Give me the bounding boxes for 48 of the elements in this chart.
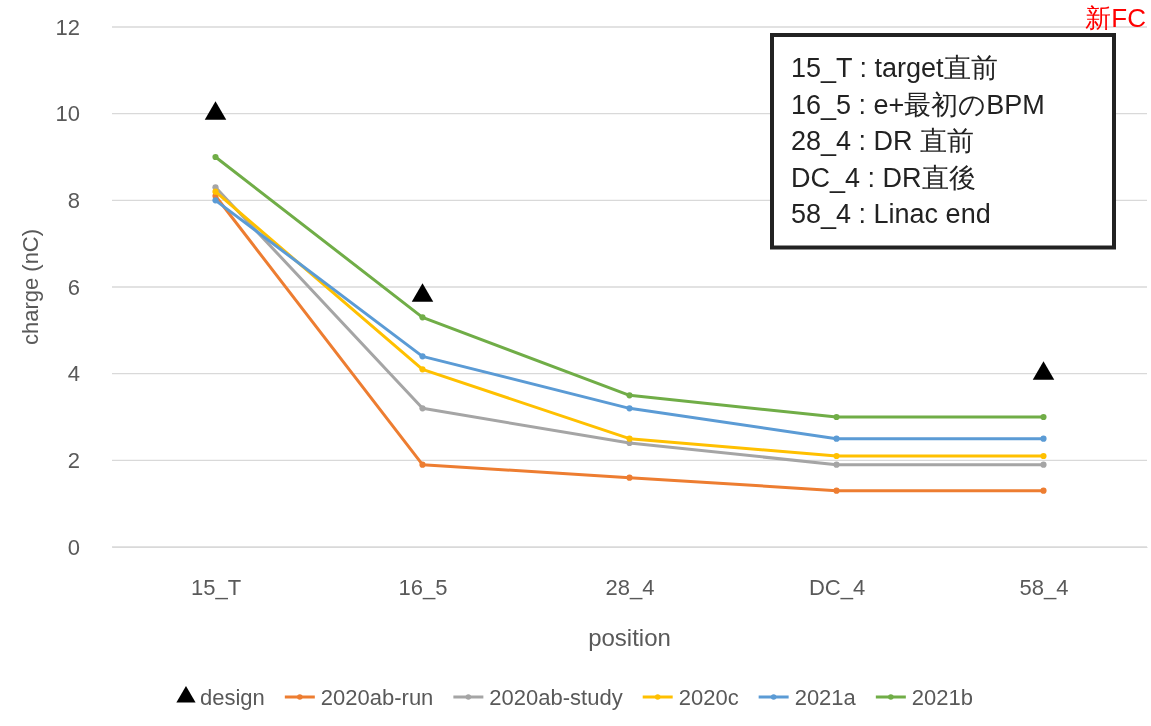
point bbox=[419, 353, 426, 360]
x-axis-title: position bbox=[588, 624, 671, 651]
point bbox=[212, 153, 219, 161]
point bbox=[833, 413, 840, 421]
annotation: DC_4 : DR直後 bbox=[791, 162, 976, 193]
y-tick-label: 8 bbox=[67, 187, 80, 213]
point bbox=[1040, 461, 1047, 468]
point bbox=[833, 487, 840, 494]
legend-label: 2020ab-study bbox=[489, 685, 623, 710]
annotation: 28_4 : DR 直前 bbox=[791, 126, 975, 156]
y-tick-label: 12 bbox=[55, 14, 80, 40]
point bbox=[212, 197, 219, 204]
annotation: 新FC bbox=[1085, 3, 1146, 33]
point bbox=[419, 461, 426, 468]
point bbox=[626, 435, 633, 442]
x-tick-label: DC_4 bbox=[808, 574, 866, 600]
point bbox=[1040, 452, 1047, 460]
point bbox=[626, 474, 633, 481]
annotation: 15_T : target直前 bbox=[791, 53, 998, 83]
x-tick-label: 15_T bbox=[190, 574, 242, 600]
legend-label: design bbox=[199, 685, 265, 710]
y-tick-label: 0 bbox=[67, 534, 80, 560]
x-tick-label: 58_4 bbox=[1019, 574, 1069, 600]
legend-label: 2021a bbox=[794, 685, 857, 710]
y-tick-label: 10 bbox=[55, 101, 80, 127]
point bbox=[833, 435, 840, 442]
y-tick-label: 6 bbox=[67, 274, 80, 300]
y-axis-title: charge (nC) bbox=[18, 228, 43, 346]
point bbox=[212, 188, 219, 195]
annotation: 58_4 : Linac end bbox=[791, 199, 991, 229]
point bbox=[419, 405, 426, 412]
point bbox=[1040, 487, 1047, 494]
x-tick-label: 28_4 bbox=[605, 574, 655, 600]
annotation: 16_5 : e+最初のBPM bbox=[791, 89, 1045, 120]
point bbox=[626, 405, 633, 412]
y-tick-label: 2 bbox=[67, 447, 80, 473]
point bbox=[419, 366, 426, 373]
point bbox=[1040, 435, 1047, 442]
legend-label: 2021b bbox=[911, 685, 974, 710]
legend-label: 2020ab-run bbox=[320, 685, 434, 710]
legend-label: 2020c bbox=[678, 685, 739, 710]
x-tick-label: 16_5 bbox=[398, 574, 448, 600]
y-tick-label: 4 bbox=[67, 361, 80, 387]
point bbox=[419, 314, 426, 321]
point bbox=[626, 392, 633, 399]
point bbox=[1040, 413, 1047, 421]
point bbox=[833, 452, 840, 460]
point bbox=[833, 461, 840, 468]
